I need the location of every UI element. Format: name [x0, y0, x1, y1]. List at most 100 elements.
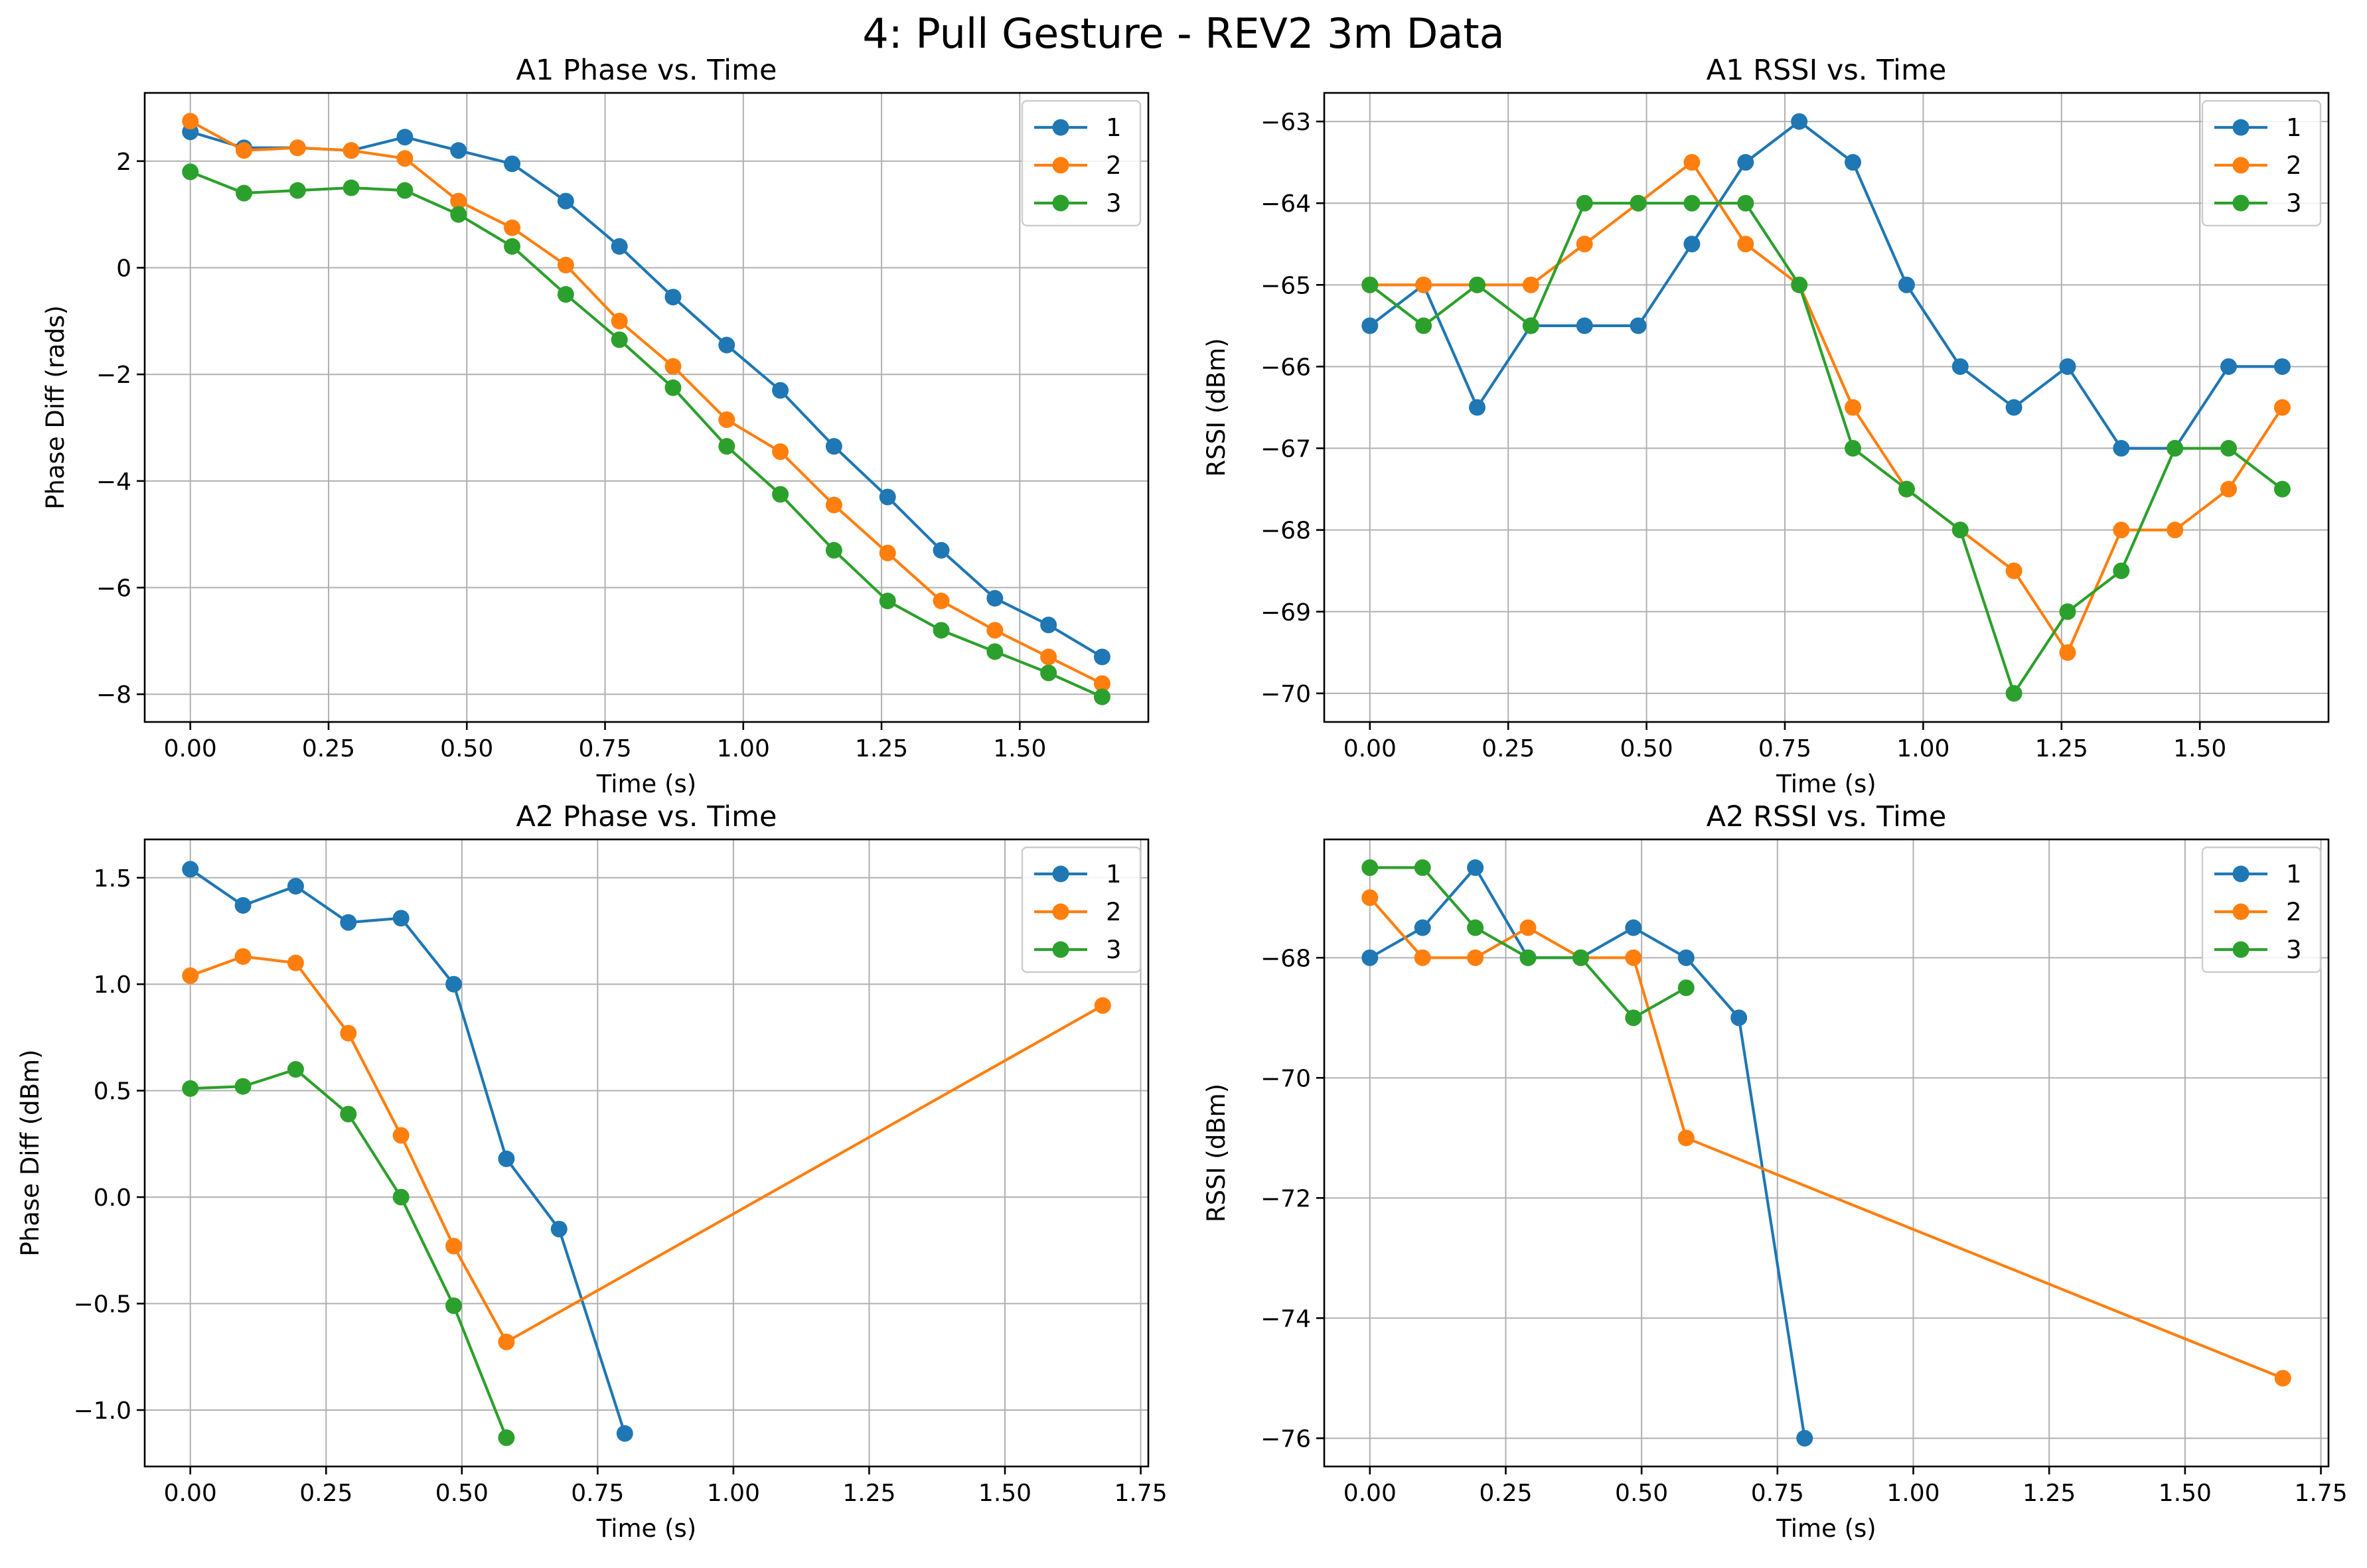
data-point	[396, 150, 414, 167]
gridlines	[1324, 839, 2329, 1466]
y-axis-label: RSSI (dBm)	[1202, 1084, 1231, 1222]
gridlines	[145, 93, 1148, 722]
data-point	[1845, 154, 1862, 171]
series-line-3	[188, 170, 1105, 699]
data-point	[236, 142, 253, 159]
series-3	[1361, 859, 1695, 1027]
data-point	[498, 1429, 515, 1447]
x-tick-label: 0.50	[435, 1480, 489, 1507]
data-point	[234, 896, 252, 914]
data-point	[1951, 358, 1969, 375]
data-point	[234, 1078, 252, 1095]
y-tick-label: −69	[1260, 599, 1311, 626]
data-point	[2113, 562, 2130, 579]
subplot-title: A2 Phase vs. Time	[516, 800, 777, 833]
data-point	[343, 142, 360, 159]
y-tick-label: −70	[1260, 681, 1311, 708]
y-tick-label: −68	[1260, 945, 1311, 972]
data-point	[1898, 276, 1915, 293]
data-point	[879, 544, 896, 561]
data-point	[450, 192, 467, 210]
data-point	[182, 113, 199, 130]
data-point	[396, 129, 414, 146]
data-point	[287, 878, 304, 895]
y-tick-label: −4	[96, 468, 131, 496]
data-point	[392, 910, 410, 927]
x-tick-label: 0.75	[578, 735, 631, 762]
data-point	[1361, 317, 1379, 334]
x-tick-label: 1.00	[707, 1480, 760, 1507]
data-point	[396, 182, 414, 199]
legend-swatch-marker	[2232, 941, 2250, 958]
data-point	[1791, 113, 1808, 130]
data-point	[1625, 919, 1642, 936]
data-point	[1522, 317, 1539, 334]
data-point	[664, 379, 682, 396]
data-point	[340, 914, 357, 931]
data-point	[1677, 979, 1695, 997]
data-point	[718, 438, 735, 455]
data-point	[1414, 949, 1431, 966]
data-point	[504, 238, 521, 255]
legend-swatch-marker	[2232, 119, 2250, 136]
series-2	[182, 948, 1111, 1350]
data-point	[2005, 399, 2023, 416]
data-point	[2005, 562, 2023, 579]
data-point	[287, 954, 304, 971]
x-tick-label: 0.50	[1620, 735, 1673, 762]
x-tick-label: 0.50	[440, 735, 493, 762]
x-axis-label: Time (s)	[596, 770, 696, 798]
data-point	[1414, 919, 1431, 936]
x-tick-label: 1.50	[2159, 1480, 2212, 1507]
data-point	[2273, 399, 2291, 416]
gridlines	[1324, 93, 2329, 722]
data-point	[718, 336, 735, 354]
legend-swatch-marker	[2232, 903, 2250, 920]
data-point	[825, 541, 842, 559]
data-point	[772, 382, 789, 399]
data-point	[1522, 276, 1539, 293]
data-point	[1576, 236, 1593, 253]
subplot-a1-phase: 0.00 0.25 0.50 0.75 1.00 1.25 1.50 −8 −6 −4 −2 0 2 A1…	[41, 54, 1150, 798]
data-point	[289, 139, 306, 157]
legend-frame	[1021, 846, 1142, 973]
legend-entry-label: 1	[2286, 113, 2302, 142]
data-point	[1519, 919, 1537, 936]
plot-area	[145, 93, 1148, 722]
data-point	[1677, 949, 1695, 966]
y-tick-label: −2	[96, 362, 131, 389]
data-point	[1093, 648, 1110, 666]
y-tick-label: −0.5	[74, 1291, 131, 1319]
data-point	[2113, 440, 2130, 457]
legend-swatch-marker	[1052, 941, 1069, 958]
x-tick-label: 0.75	[571, 1480, 624, 1507]
plot-area	[1324, 93, 2329, 722]
data-point	[1625, 949, 1642, 966]
data-point	[986, 590, 1004, 607]
data-point	[879, 488, 896, 506]
data-point	[1040, 616, 1057, 634]
y-tick-label: 0	[116, 255, 131, 283]
x-tick-label: 1.50	[978, 1480, 1031, 1507]
data-point	[664, 358, 682, 375]
x-tick-label: 0.25	[302, 735, 355, 762]
data-point	[611, 238, 628, 255]
data-point	[1576, 194, 1593, 212]
data-point	[182, 967, 199, 984]
series-line-2	[1368, 161, 2285, 654]
data-point	[182, 163, 199, 180]
data-point	[504, 155, 521, 173]
data-point	[1737, 154, 1754, 171]
data-point	[1468, 399, 1486, 416]
legend: 1 2 3	[2201, 846, 2322, 973]
y-tick-label: −70	[1260, 1065, 1311, 1092]
subplot-a1-rssi: 0.00 0.25 0.50 0.75 1.00 1.25 1.50 −70 −69 −68 −67…	[1202, 54, 2330, 798]
data-point	[1845, 399, 1862, 416]
data-point	[1040, 664, 1057, 681]
legend-swatch-marker	[1052, 119, 1069, 136]
data-point	[1796, 1429, 1813, 1447]
x-tick-label: 0.00	[164, 1480, 217, 1507]
data-point	[1683, 236, 1701, 253]
data-point	[2273, 480, 2291, 498]
